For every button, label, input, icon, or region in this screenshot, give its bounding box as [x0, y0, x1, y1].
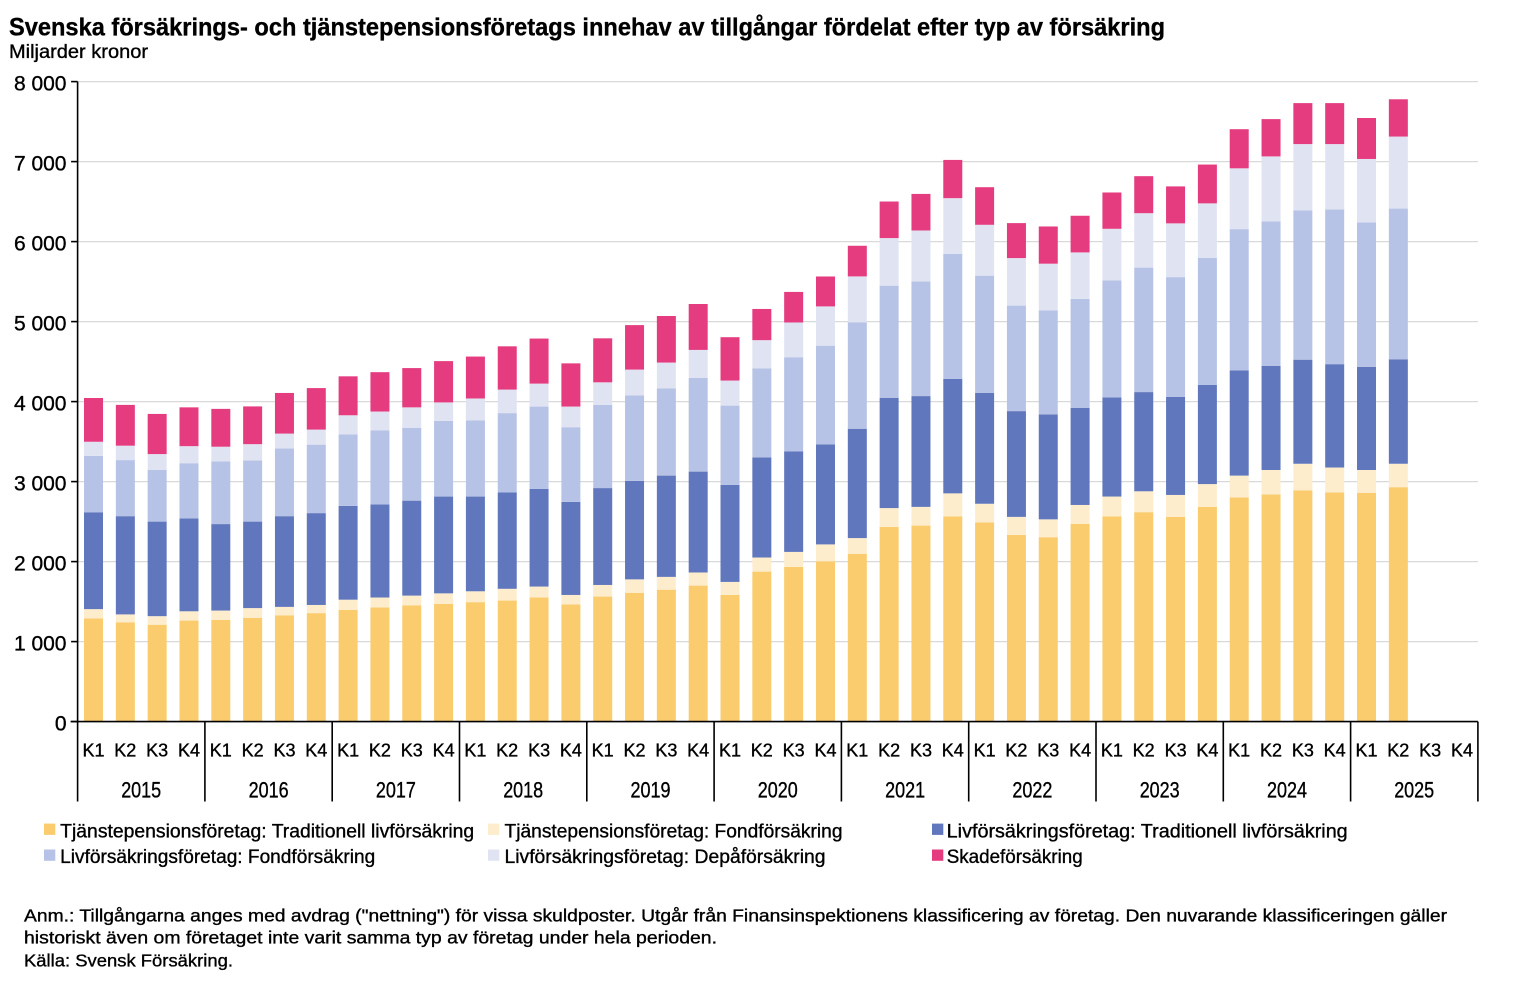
svg-text:K4: K4 [1451, 740, 1473, 760]
svg-text:Anm.: Tillgångarna anges med a: Anm.: Tillgångarna anges med avdrag ("ne… [24, 906, 1447, 926]
svg-text:2 000: 2 000 [14, 553, 67, 576]
svg-text:K2: K2 [242, 740, 264, 760]
svg-text:K2: K2 [878, 740, 900, 760]
svg-text:K2: K2 [751, 740, 773, 760]
svg-text:K3: K3 [1165, 740, 1187, 760]
svg-text:K4: K4 [305, 740, 327, 760]
svg-text:2023: 2023 [1140, 778, 1180, 803]
svg-text:K4: K4 [942, 740, 964, 760]
svg-text:2016: 2016 [249, 778, 289, 803]
svg-text:K3: K3 [1292, 740, 1314, 760]
svg-text:K3: K3 [1037, 740, 1059, 760]
svg-text:Miljarder kronor: Miljarder kronor [9, 42, 149, 63]
svg-text:K1: K1 [210, 740, 232, 760]
svg-text:2015: 2015 [121, 778, 161, 803]
svg-text:K2: K2 [496, 740, 518, 760]
svg-text:Svenska försäkrings- och tjäns: Svenska försäkrings- och tjänstepensions… [9, 14, 1165, 42]
svg-text:Källa: Svensk Försäkring.: Källa: Svensk Försäkring. [24, 951, 233, 971]
svg-text:K1: K1 [592, 740, 614, 760]
svg-text:2025: 2025 [1394, 778, 1434, 803]
svg-text:Tjänstepensionsföretag: Fondfö: Tjänstepensionsföretag: Fondförsäkring [505, 821, 843, 842]
svg-text:K1: K1 [1101, 740, 1123, 760]
svg-text:Livförsäkringsföretag: Traditi: Livförsäkringsföretag: Traditionell livf… [947, 821, 1348, 842]
svg-text:5 000: 5 000 [14, 313, 67, 336]
svg-text:K2: K2 [1387, 740, 1409, 760]
svg-text:K1: K1 [464, 740, 486, 760]
svg-text:Skadeförsäkring: Skadeförsäkring [947, 847, 1083, 868]
svg-text:2018: 2018 [503, 778, 543, 803]
svg-text:K3: K3 [146, 740, 168, 760]
svg-text:K3: K3 [783, 740, 805, 760]
svg-text:2024: 2024 [1267, 778, 1307, 803]
svg-text:K3: K3 [528, 740, 550, 760]
svg-text:K2: K2 [369, 740, 391, 760]
svg-text:K3: K3 [1419, 740, 1441, 760]
svg-text:2019: 2019 [631, 778, 671, 803]
svg-text:K3: K3 [273, 740, 295, 760]
svg-text:2021: 2021 [885, 778, 925, 803]
svg-text:K2: K2 [623, 740, 645, 760]
svg-text:K2: K2 [1133, 740, 1155, 760]
svg-text:8 000: 8 000 [14, 73, 67, 96]
svg-text:K1: K1 [1228, 740, 1250, 760]
svg-text:K4: K4 [560, 740, 582, 760]
svg-text:1 000: 1 000 [14, 633, 67, 656]
svg-text:K4: K4 [1069, 740, 1091, 760]
svg-text:0: 0 [55, 713, 67, 736]
svg-text:K4: K4 [433, 740, 455, 760]
svg-text:4 000: 4 000 [14, 393, 67, 416]
svg-text:Livförsäkringsföretag: Depåför: Livförsäkringsföretag: Depåförsäkring [505, 847, 826, 868]
svg-text:K1: K1 [1355, 740, 1377, 760]
svg-text:Livförsäkringsföretag: Fondför: Livförsäkringsföretag: Fondförsäkring [60, 847, 375, 868]
svg-text:2017: 2017 [376, 778, 416, 803]
svg-text:Tjänstepensionsföretag: Tradit: Tjänstepensionsföretag: Traditionell liv… [60, 821, 474, 842]
svg-text:K2: K2 [114, 740, 136, 760]
svg-text:2022: 2022 [1012, 778, 1052, 803]
svg-text:7 000: 7 000 [14, 153, 67, 176]
svg-text:K4: K4 [687, 740, 709, 760]
svg-text:K1: K1 [846, 740, 868, 760]
svg-text:K1: K1 [719, 740, 741, 760]
svg-text:K1: K1 [337, 740, 359, 760]
svg-text:K1: K1 [974, 740, 996, 760]
svg-text:historiskt även om företaget i: historiskt även om företaget inte varit … [24, 928, 717, 948]
svg-text:6 000: 6 000 [14, 233, 67, 256]
svg-text:K2: K2 [1005, 740, 1027, 760]
svg-text:K4: K4 [178, 740, 200, 760]
svg-text:K3: K3 [401, 740, 423, 760]
svg-text:K3: K3 [655, 740, 677, 760]
svg-text:K4: K4 [1324, 740, 1346, 760]
svg-text:K2: K2 [1260, 740, 1282, 760]
svg-text:3 000: 3 000 [14, 473, 67, 496]
svg-text:2020: 2020 [758, 778, 798, 803]
svg-text:K4: K4 [814, 740, 836, 760]
svg-text:K4: K4 [1196, 740, 1218, 760]
svg-text:K1: K1 [82, 740, 104, 760]
svg-text:K3: K3 [910, 740, 932, 760]
